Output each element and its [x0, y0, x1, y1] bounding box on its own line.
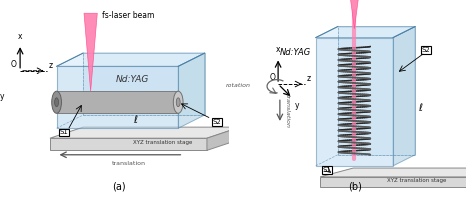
Polygon shape	[83, 53, 205, 115]
Text: (b): (b)	[348, 181, 363, 191]
Polygon shape	[348, 0, 360, 29]
Polygon shape	[316, 26, 415, 38]
Polygon shape	[56, 66, 178, 128]
Text: y: y	[0, 92, 5, 101]
Text: rotation: rotation	[226, 83, 250, 88]
Text: S1: S1	[60, 129, 69, 135]
Polygon shape	[50, 127, 240, 138]
Polygon shape	[316, 38, 393, 166]
Text: XYZ translation stage: XYZ translation stage	[387, 178, 447, 183]
Text: O: O	[11, 60, 17, 69]
Text: ℓ: ℓ	[134, 115, 137, 125]
Polygon shape	[320, 177, 474, 187]
Text: y: y	[295, 101, 299, 110]
Text: translation: translation	[284, 94, 289, 128]
Text: XYZ translation stage: XYZ translation stage	[133, 140, 192, 145]
Text: (a): (a)	[112, 181, 125, 191]
Polygon shape	[56, 53, 205, 66]
Polygon shape	[178, 53, 205, 128]
Text: Nd:YAG: Nd:YAG	[280, 49, 311, 58]
Polygon shape	[84, 13, 97, 91]
Text: S2: S2	[422, 47, 430, 53]
Text: z: z	[307, 74, 311, 83]
Text: O: O	[270, 73, 276, 82]
Polygon shape	[50, 138, 207, 150]
Text: S1: S1	[322, 167, 331, 173]
Text: Nd:YAG: Nd:YAG	[115, 75, 149, 84]
Ellipse shape	[55, 98, 58, 107]
Text: S2: S2	[212, 119, 221, 125]
Text: translation: translation	[111, 161, 146, 166]
Ellipse shape	[173, 91, 183, 113]
Polygon shape	[320, 168, 474, 177]
Polygon shape	[56, 91, 178, 113]
Polygon shape	[207, 127, 240, 150]
Text: fs-laser beam: fs-laser beam	[102, 11, 154, 20]
Text: z: z	[49, 61, 53, 70]
Polygon shape	[393, 26, 415, 166]
Ellipse shape	[52, 91, 62, 113]
Text: x: x	[18, 32, 22, 41]
Text: x: x	[276, 45, 280, 54]
Ellipse shape	[176, 98, 180, 107]
Text: ℓ: ℓ	[419, 103, 422, 113]
Polygon shape	[338, 26, 415, 155]
